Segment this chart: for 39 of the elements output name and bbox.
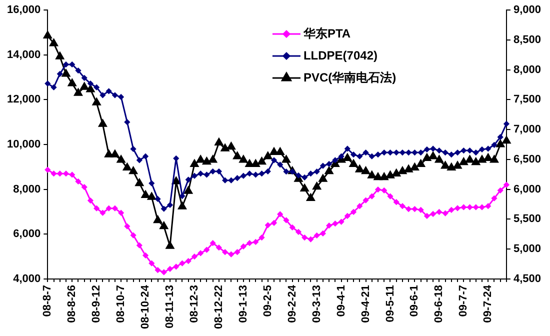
y2-tick-label: 5,500: [513, 213, 542, 226]
x-tick-label: 08-10-7: [115, 284, 128, 323]
y2-tick-label: 6,000: [513, 183, 542, 196]
x-tick-label: 08-8-7: [42, 284, 54, 317]
y2-tick-label: 6,500: [513, 153, 542, 166]
x-tick-label: 09-6-18: [433, 284, 446, 323]
x-tick-label: 09-7-24: [482, 284, 494, 323]
x-tick-label: 08-12-22: [212, 284, 225, 330]
x-tick-label: 08-9-12: [90, 284, 103, 323]
x-tick-label: 08-11-13: [164, 284, 176, 328]
y-tick-label: 6,000: [13, 228, 41, 240]
y-tick-label: 4,000: [13, 273, 41, 285]
x-tick-label: 09-2-24: [286, 284, 298, 323]
legend-label: LLDPE(7042): [303, 48, 378, 62]
y2-tick-label: 8,000: [513, 64, 542, 76]
y2-tick-label: 5,000: [513, 243, 542, 256]
x-tick-label: 09-2-5: [262, 284, 274, 317]
x-tick-label: 09-3-13: [310, 284, 323, 323]
y-tick-label: 16,000: [6, 4, 41, 16]
y-tick-label: 8,000: [13, 183, 41, 196]
y2-tick-label: 4,500: [513, 273, 542, 285]
x-tick-label: 09-4-1: [335, 284, 348, 317]
y2-tick-label: 7,000: [513, 124, 542, 136]
x-tick-label: 08-10-24: [140, 284, 152, 330]
y2-tick-label: 7,500: [513, 94, 542, 106]
x-tick-label: 08-8-26: [66, 284, 78, 323]
x-tick-label: 09-7-7: [458, 284, 470, 317]
x-tick-label: 09-4-21: [360, 284, 372, 323]
y-tick-label: 14,000: [6, 48, 41, 61]
x-tick-label: 08-12-3: [188, 284, 200, 323]
y-tick-label: 10,000: [6, 138, 41, 151]
x-tick-label: 09-6-1: [408, 284, 421, 317]
legend-label: 华东PTA: [302, 26, 351, 40]
y2-tick-label: 8,500: [513, 34, 542, 46]
legend-label: PVC(华南电石法): [303, 70, 396, 84]
y-tick-label: 12,000: [6, 94, 41, 106]
x-tick-label: 09-1-13: [237, 284, 250, 323]
y2-tick-label: 9,000: [513, 4, 542, 16]
x-tick-label: 09-5-11: [384, 284, 396, 322]
